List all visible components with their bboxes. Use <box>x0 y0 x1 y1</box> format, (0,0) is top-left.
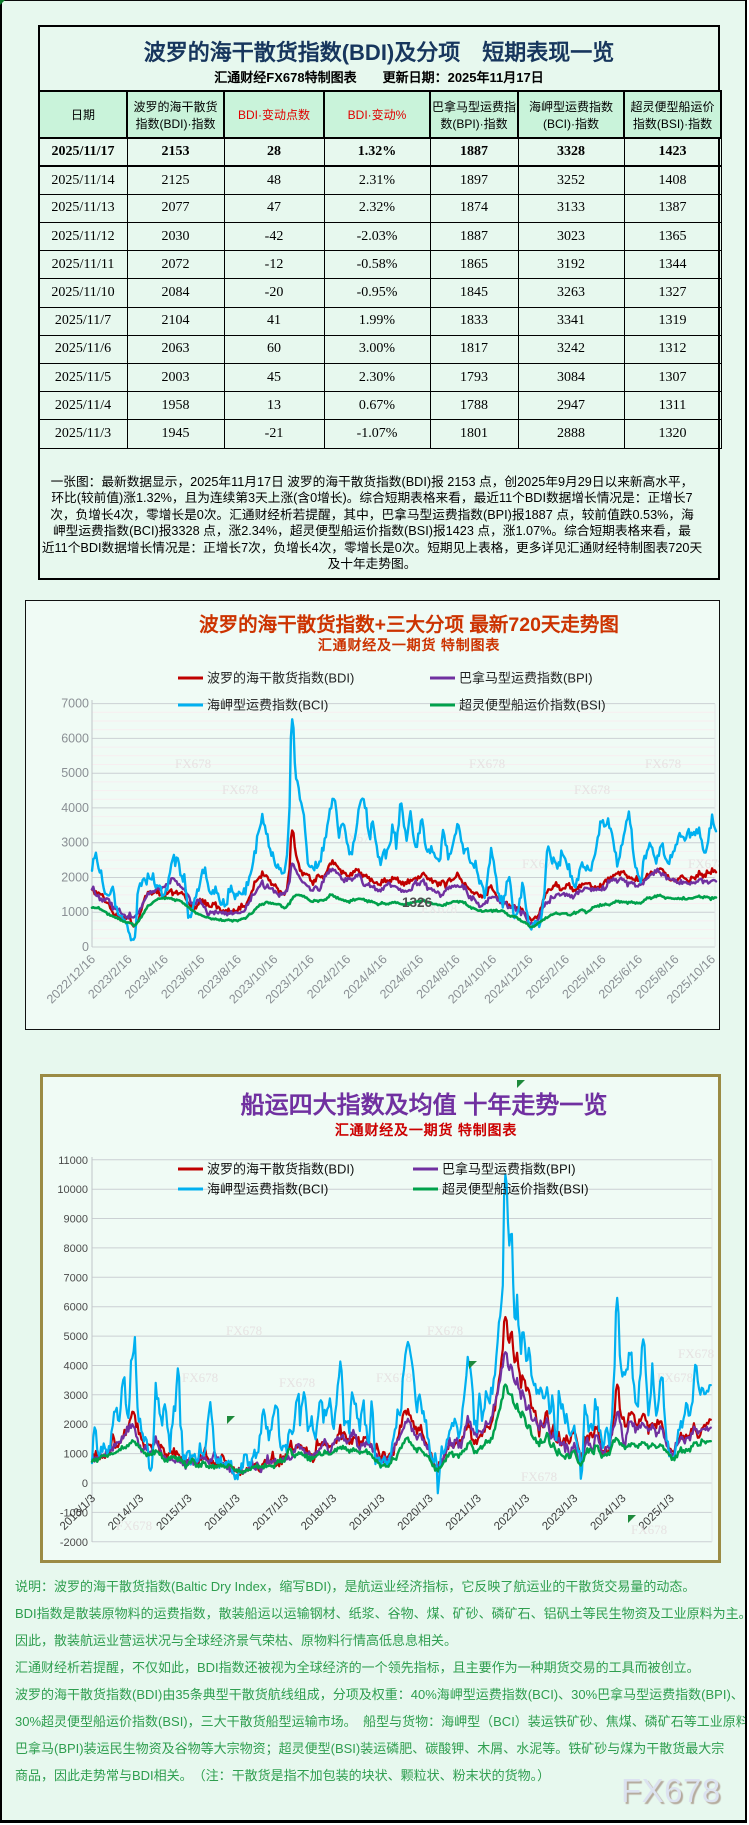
svg-text:2022/12/16: 2022/12/16 <box>44 952 98 1006</box>
svg-text:FX678: FX678 <box>657 1370 693 1385</box>
svg-text:FX678: FX678 <box>521 1469 557 1484</box>
svg-text:超灵便型船运价指数(BSI): 超灵便型船运价指数(BSI) <box>442 1182 589 1197</box>
svg-text:5000: 5000 <box>61 766 89 780</box>
svg-text:9000: 9000 <box>64 1214 88 1226</box>
svg-text:海岬型运费指数(BCI): 海岬型运费指数(BCI) <box>207 1182 328 1197</box>
svg-text:6000: 6000 <box>61 731 89 745</box>
svg-text:2000: 2000 <box>64 1419 88 1431</box>
svg-text:超灵便型船运价指数(BSI): 超灵便型船运价指数(BSI) <box>459 698 606 713</box>
svg-text:0: 0 <box>82 940 89 954</box>
svg-text:波罗的海干散货指数(BDI): 波罗的海干散货指数(BDI) <box>207 671 354 686</box>
svg-text:巴拿马型运费指数(BPI): 巴拿马型运费指数(BPI) <box>459 671 593 686</box>
svg-text:FX678: FX678 <box>427 1323 463 1338</box>
svg-text:FX678: FX678 <box>376 1370 412 1385</box>
svg-text:波罗的海干散货指数+三大分项 最新720天走势图: 波罗的海干散货指数+三大分项 最新720天走势图 <box>199 613 619 636</box>
svg-text:1000: 1000 <box>61 905 89 919</box>
svg-text:1000: 1000 <box>64 1449 88 1461</box>
svg-text:海岬型运费指数(BCI): 海岬型运费指数(BCI) <box>207 698 328 713</box>
svg-text:6000: 6000 <box>64 1302 88 1314</box>
svg-text:10000: 10000 <box>57 1184 88 1196</box>
svg-text:FX678: FX678 <box>182 1370 218 1385</box>
svg-text:波罗的海干散货指数(BDI): 波罗的海干散货指数(BDI) <box>207 1162 354 1177</box>
svg-text:FX678: FX678 <box>340 830 376 845</box>
svg-text:FX678: FX678 <box>522 856 558 871</box>
svg-text:11000: 11000 <box>58 1155 88 1167</box>
svg-text:-2000: -2000 <box>60 1537 88 1549</box>
svg-text:船运四大指数及均值 十年走势一览: 船运四大指数及均值 十年走势一览 <box>241 1091 608 1119</box>
svg-text:FX678: FX678 <box>688 856 719 871</box>
svg-text:4000: 4000 <box>64 1361 88 1373</box>
svg-text:3000: 3000 <box>64 1390 88 1402</box>
svg-text:8000: 8000 <box>64 1243 88 1255</box>
svg-text:1326: 1326 <box>402 895 433 910</box>
svg-text:FX678: FX678 <box>226 1323 262 1338</box>
svg-text:FX678: FX678 <box>469 756 505 771</box>
svg-text:FX678: FX678 <box>631 1522 667 1537</box>
svg-text:FX678: FX678 <box>222 782 258 797</box>
svg-text:汇通财经及一期货 特制图表: 汇通财经及一期货 特制图表 <box>318 637 500 653</box>
svg-text:FX678: FX678 <box>279 1375 315 1390</box>
svg-text:3000: 3000 <box>61 836 89 850</box>
svg-text:2000: 2000 <box>61 871 89 885</box>
svg-text:FX678: FX678 <box>645 756 681 771</box>
svg-text:7000: 7000 <box>61 697 89 711</box>
svg-text:FX678: FX678 <box>678 1346 714 1361</box>
svg-text:汇通财经及一期货 特制图表: 汇通财经及一期货 特制图表 <box>335 1122 517 1138</box>
svg-text:4000: 4000 <box>61 801 89 815</box>
svg-text:-1000: -1000 <box>60 1507 88 1519</box>
svg-text:5000: 5000 <box>64 1331 88 1343</box>
svg-text:FX678: FX678 <box>175 756 211 771</box>
svg-text:FX678: FX678 <box>574 782 610 797</box>
svg-text:FX678: FX678 <box>116 1518 152 1533</box>
svg-text:0: 0 <box>82 1478 88 1490</box>
svg-text:巴拿马型运费指数(BPI): 巴拿马型运费指数(BPI) <box>442 1162 576 1177</box>
svg-text:7000: 7000 <box>64 1272 88 1284</box>
